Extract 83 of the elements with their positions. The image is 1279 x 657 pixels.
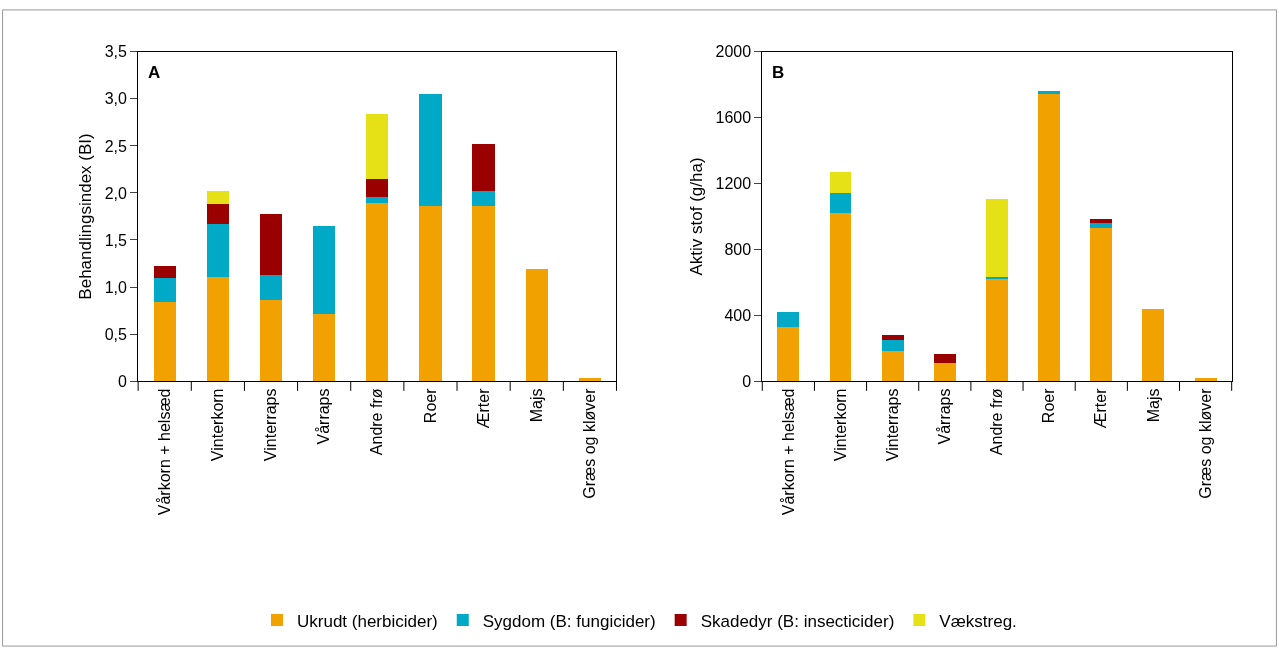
bar (829, 192, 852, 214)
x-tick-label: Vårraps (936, 388, 954, 445)
y-tick-label: 2,5 (104, 137, 128, 155)
bar (933, 353, 956, 363)
bar (206, 191, 230, 205)
y-tick-label: 0 (118, 372, 128, 390)
y-tick-label: 1,5 (104, 231, 128, 249)
x-tick-label: Ærter (474, 387, 492, 429)
y-tick-label: 800 (724, 240, 752, 258)
bar (933, 362, 956, 382)
bar (525, 269, 548, 382)
bar (206, 223, 230, 277)
bar (472, 144, 495, 192)
bar (206, 276, 230, 382)
bar (1038, 93, 1061, 382)
bar (366, 196, 389, 204)
x-tick-label: Vårkorn + helsæd (155, 388, 173, 516)
bar (472, 206, 495, 382)
x-tick-label: Roer (1040, 387, 1058, 424)
bar (829, 171, 852, 193)
y-axis-title: Aktiv stof (g/ha) (687, 157, 707, 276)
x-tick-label: Andre frø (368, 388, 386, 456)
bar (419, 206, 442, 382)
legend-label: Vækstreg. (939, 611, 1017, 631)
bar (1090, 223, 1113, 228)
bar (259, 274, 283, 301)
x-tick-label: Vinterkorn (209, 388, 227, 462)
x-tick-label: Andre frø (988, 388, 1006, 456)
x-tick-label: Vinterraps (262, 388, 280, 462)
bar (153, 266, 176, 278)
y-tick-label: 1200 (715, 175, 752, 193)
bar (259, 213, 283, 275)
bar (366, 178, 389, 197)
y-tick-label: 1,0 (104, 278, 128, 296)
annotation: B (772, 63, 785, 82)
bar (419, 94, 442, 207)
bar (777, 326, 800, 382)
bar (777, 311, 800, 327)
bar (153, 302, 176, 382)
bar (1090, 227, 1113, 382)
bar (881, 339, 904, 352)
bar (986, 278, 1008, 382)
bar (366, 203, 389, 382)
x-tick-label: Vinterraps (883, 388, 901, 462)
bar (206, 204, 230, 224)
x-tick-label: Roer (421, 387, 439, 424)
bar (1194, 377, 1217, 382)
x-tick-label: Ærter (1092, 387, 1110, 429)
x-tick-label: Vårkorn + helsæd (779, 388, 797, 516)
x-tick-label: Vårraps (315, 388, 333, 445)
bar (472, 191, 495, 207)
bar (312, 314, 336, 382)
bar (881, 351, 904, 382)
x-tick-label: Majs (527, 388, 545, 423)
y-tick-label: 2000 (715, 43, 752, 61)
x-tick-label: Græs og kløver (1196, 387, 1214, 499)
bar (153, 277, 176, 303)
bar (578, 378, 602, 382)
y-axis-title: Behandlingsindex (BI) (76, 133, 96, 300)
legend-label: Ukrudt (herbicider) (297, 611, 438, 631)
legend-label: Sygdom (B: fungicider) (482, 611, 656, 631)
x-tick-label: Majs (1144, 388, 1162, 423)
bar (259, 300, 283, 382)
x-tick-label: Vinterkorn (831, 388, 849, 462)
bar (1142, 309, 1165, 382)
bar (829, 213, 852, 382)
x-tick-label: Græs og kløver (581, 387, 599, 499)
bar (366, 113, 389, 179)
y-tick-label: 0 (742, 372, 752, 390)
y-tick-label: 3,5 (104, 43, 128, 61)
bar (312, 225, 336, 315)
y-tick-label: 2,0 (104, 184, 128, 202)
legend-label: Skadedyr (B: insecticider) (700, 611, 895, 631)
y-tick-label: 1600 (715, 109, 752, 127)
bar (986, 198, 1008, 277)
bar (1090, 219, 1113, 224)
y-tick-label: 0,5 (104, 325, 128, 343)
bar (1038, 90, 1061, 94)
y-tick-label: 3,0 (104, 90, 128, 108)
bar (986, 276, 1008, 279)
annotation: A (148, 63, 161, 82)
y-tick-label: 400 (724, 306, 752, 324)
bar (881, 335, 904, 340)
